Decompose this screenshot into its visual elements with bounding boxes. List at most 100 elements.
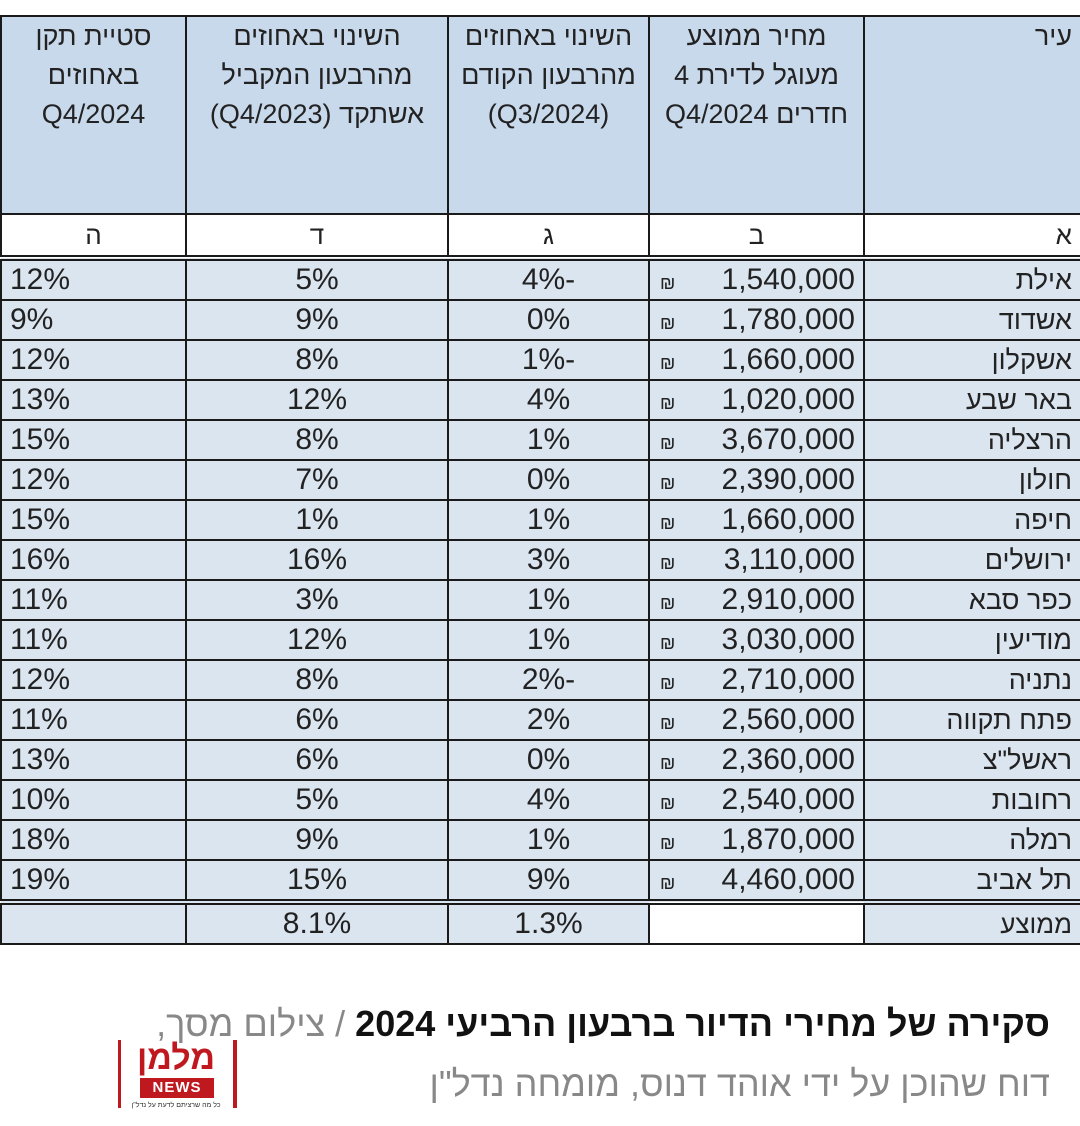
letter-std: ה	[0, 213, 187, 261]
cell-qoq: 2%	[447, 699, 650, 741]
price-value: 1,870,000	[721, 823, 855, 856]
caption-separator: /	[325, 1003, 356, 1044]
shekel-icon: ₪	[660, 753, 676, 773]
cell-price: 2,360,000 ₪	[648, 739, 865, 781]
average-qoq: 1.3%	[447, 899, 650, 945]
table-row: אשקלון 1,660,000 ₪ -1% 8% 12%	[0, 339, 1080, 381]
price-value: 1,660,000	[721, 503, 855, 536]
table-row: הרצליה 3,670,000 ₪ 1% 8% 15%	[0, 419, 1080, 461]
price-value: 1,020,000	[721, 383, 855, 416]
cell-yoy: 5%	[185, 779, 449, 821]
cell-price: 2,390,000 ₪	[648, 459, 865, 501]
average-yoy: 8.1%	[185, 899, 449, 945]
cell-city: מודיעין	[863, 619, 1080, 661]
average-std-empty	[0, 899, 187, 945]
logo-news: NEWS	[140, 1078, 214, 1098]
table-row: אילת 1,540,000 ₪ -4% 5% 12%	[0, 257, 1080, 301]
cell-city: חולון	[863, 459, 1080, 501]
header-yoy: השינוי באחוזים מהרבעון המקביל אשתקד (Q4/…	[185, 15, 449, 215]
cell-city: אשדוד	[863, 299, 1080, 341]
cell-std: 9%	[0, 299, 187, 341]
cell-city: הרצליה	[863, 419, 1080, 461]
cell-std: 12%	[0, 459, 187, 501]
cell-price: 3,030,000 ₪	[648, 619, 865, 661]
table-row: מודיעין 3,030,000 ₪ 1% 12% 11%	[0, 619, 1080, 661]
cell-price: 4,460,000 ₪	[648, 859, 865, 903]
cell-yoy: 1%	[185, 499, 449, 541]
cell-std: 12%	[0, 339, 187, 381]
price-value: 3,110,000	[723, 543, 855, 576]
cell-qoq: 1%	[447, 619, 650, 661]
cell-std: 16%	[0, 539, 187, 581]
table-row: חולון 2,390,000 ₪ 0% 7% 12%	[0, 459, 1080, 501]
cell-qoq: 0%	[447, 459, 650, 501]
cell-price: 2,910,000 ₪	[648, 579, 865, 621]
cell-city: רמלה	[863, 819, 1080, 861]
cell-yoy: 12%	[185, 379, 449, 421]
cell-std: 13%	[0, 379, 187, 421]
table-row: תל אביב 4,460,000 ₪ 9% 15% 19%	[0, 859, 1080, 903]
cell-city: חיפה	[863, 499, 1080, 541]
cell-price: 1,020,000 ₪	[648, 379, 865, 421]
cell-yoy: 15%	[185, 859, 449, 903]
shekel-icon: ₪	[660, 713, 676, 733]
cell-yoy: 3%	[185, 579, 449, 621]
cell-yoy: 8%	[185, 419, 449, 461]
cell-std: 11%	[0, 579, 187, 621]
shekel-icon: ₪	[660, 393, 676, 413]
cell-price: 3,110,000 ₪	[648, 539, 865, 581]
price-value: 1,540,000	[721, 263, 855, 296]
cell-price: 2,540,000 ₪	[648, 779, 865, 821]
table-row: נתניה 2,710,000 ₪ -2% 8% 12%	[0, 659, 1080, 701]
cell-city: באר שבע	[863, 379, 1080, 421]
cell-price: 1,660,000 ₪	[648, 339, 865, 381]
price-value: 1,660,000	[721, 343, 855, 376]
header-city: עיר	[863, 15, 1080, 215]
table-row: באר שבע 1,020,000 ₪ 4% 12% 13%	[0, 379, 1080, 421]
caption-credit-line2: דוח שהוכן על ידי אוהד דנוס, מומחה נדל"ן	[429, 1063, 1050, 1104]
shekel-icon: ₪	[660, 433, 676, 453]
cell-city: תל אביב	[863, 859, 1080, 903]
table-row: חיפה 1,660,000 ₪ 1% 1% 15%	[0, 499, 1080, 541]
cell-qoq: 1%	[447, 419, 650, 461]
shekel-icon: ₪	[660, 673, 676, 693]
cell-price: 1,780,000 ₪	[648, 299, 865, 341]
cell-price: 1,870,000 ₪	[648, 819, 865, 861]
shekel-icon: ₪	[660, 313, 676, 333]
table-row: פתח תקווה 2,560,000 ₪ 2% 6% 11%	[0, 699, 1080, 741]
logo-tagline: כל מה שרציתם לדעת על נדל"ן	[131, 1102, 221, 1109]
price-value: 2,390,000	[721, 463, 855, 496]
cell-city: פתח תקווה	[863, 699, 1080, 741]
average-price-empty	[648, 899, 865, 945]
table-row: כפר סבא 2,910,000 ₪ 1% 3% 11%	[0, 579, 1080, 621]
malman-news-logo: מלמן NEWS כל מה שרציתם לדעת על נדל"ן	[118, 1039, 237, 1112]
column-letters-row: א ב ג ד ה	[0, 213, 1080, 261]
cell-city: נתניה	[863, 659, 1080, 701]
logo-name: מלמן	[136, 1039, 216, 1077]
average-label: ממוצע	[863, 899, 1080, 945]
cell-std: 12%	[0, 257, 187, 301]
table-row: אשדוד 1,780,000 ₪ 0% 9% 9%	[0, 299, 1080, 341]
price-value: 2,360,000	[721, 743, 855, 776]
cell-std: 15%	[0, 499, 187, 541]
cell-std: 19%	[0, 859, 187, 903]
shekel-icon: ₪	[660, 873, 676, 893]
cell-qoq: -1%	[447, 339, 650, 381]
letter-qoq: ג	[447, 213, 650, 261]
letter-price: ב	[648, 213, 865, 261]
cell-std: 13%	[0, 739, 187, 781]
shekel-icon: ₪	[660, 553, 676, 573]
cell-std: 18%	[0, 819, 187, 861]
cell-yoy: 8%	[185, 659, 449, 701]
shekel-icon: ₪	[660, 833, 676, 853]
cell-city: ראשל"צ	[863, 739, 1080, 781]
price-value: 2,560,000	[721, 703, 855, 736]
average-row: ממוצע 1.3% 8.1%	[0, 899, 1080, 945]
price-value: 2,710,000	[721, 663, 855, 696]
letter-city: א	[863, 213, 1080, 261]
header-std: סטיית תקן באחוזים Q4/2024	[0, 15, 187, 215]
header-qoq: השינוי באחוזים מהרבעון הקודם (Q3/2024)	[447, 15, 650, 215]
cell-yoy: 6%	[185, 739, 449, 781]
table-row: רחובות 2,540,000 ₪ 4% 5% 10%	[0, 779, 1080, 821]
header-row: עיר מחיר ממוצע מעוגל לדירת 4 חדרים Q4/20…	[0, 15, 1080, 215]
